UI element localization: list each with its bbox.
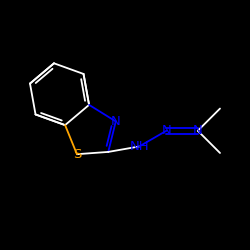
Text: N: N xyxy=(193,124,203,137)
Text: S: S xyxy=(73,148,81,161)
Text: N: N xyxy=(162,124,171,137)
Text: NH: NH xyxy=(130,140,149,153)
Text: N: N xyxy=(111,115,121,128)
